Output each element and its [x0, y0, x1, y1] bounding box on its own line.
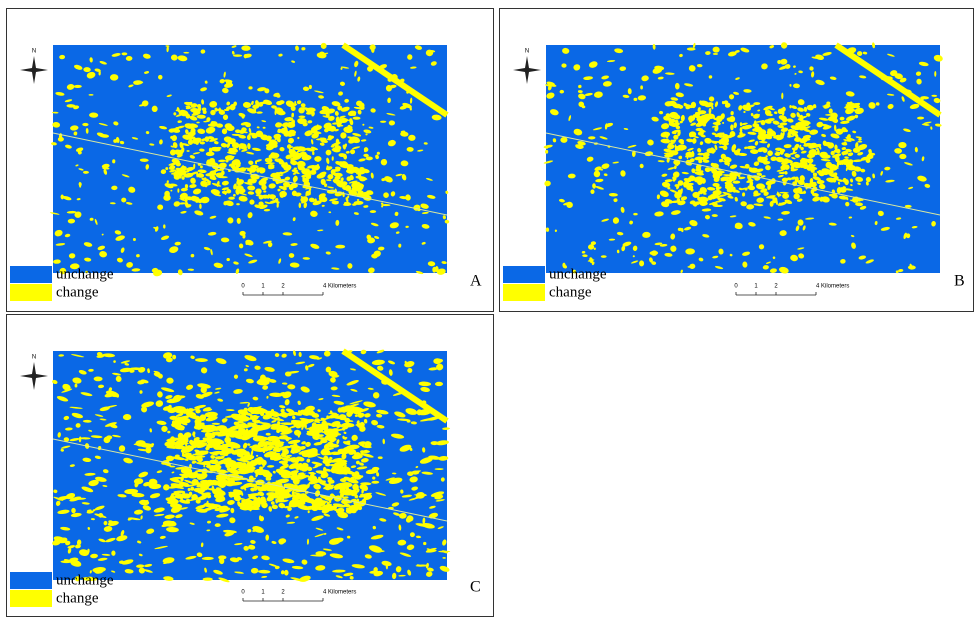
- change-patch: [794, 137, 801, 142]
- change-patch: [389, 120, 395, 125]
- legend-swatch: [503, 266, 545, 283]
- change-patch: [749, 178, 753, 183]
- legend-swatch: [10, 572, 52, 589]
- change-patch: [601, 255, 607, 258]
- north-label: N: [32, 355, 36, 361]
- legend-swatch: [10, 284, 52, 301]
- change-patch: [640, 85, 643, 89]
- change-map: [50, 43, 450, 278]
- scale-label: 4 Kilometers: [323, 590, 356, 596]
- change-patch: [222, 128, 227, 134]
- change-patch: [689, 131, 696, 137]
- change-patch: [324, 351, 331, 357]
- change-patch: [167, 431, 170, 434]
- change-patch: [259, 515, 261, 520]
- change-patch: [214, 446, 228, 450]
- panel-letter: A: [470, 273, 482, 290]
- change-patch: [262, 450, 268, 452]
- legend-swatch: [10, 590, 52, 607]
- change-map: [51, 349, 450, 583]
- change-patch: [152, 106, 158, 112]
- change-patch: [176, 162, 181, 166]
- change-patch: [230, 104, 236, 110]
- change-patch: [75, 384, 78, 388]
- change-patch: [172, 355, 176, 360]
- legend-label: unchange: [549, 266, 607, 282]
- north-label: N: [525, 49, 529, 55]
- north-label: N: [32, 49, 36, 55]
- panel-letter: C: [470, 579, 481, 596]
- change-map: [543, 42, 943, 275]
- change-patch: [119, 445, 125, 452]
- panel-letter: B: [954, 273, 965, 290]
- legend-swatch: [10, 266, 52, 283]
- change-patch: [435, 382, 443, 386]
- map-panel: Nunchangechange0124 KilometersC: [7, 315, 494, 617]
- legend-label: change: [549, 284, 592, 300]
- figure: Nunchangechange0124 KilometersANunchange…: [0, 0, 976, 619]
- map-panel: Nunchangechange0124 KilometersA: [7, 9, 494, 312]
- change-patch: [408, 135, 416, 141]
- change-patch: [177, 188, 179, 192]
- legend-swatch: [503, 284, 545, 301]
- map-panel: Nunchangechange0124 KilometersB: [500, 9, 974, 312]
- scale-label: 4 Kilometers: [816, 284, 849, 290]
- change-patch: [277, 417, 280, 420]
- change-patch: [236, 203, 240, 205]
- legend-label: unchange: [56, 266, 114, 282]
- change-patch: [423, 542, 426, 545]
- legend-label: unchange: [56, 572, 114, 588]
- change-patch: [151, 443, 154, 446]
- legend-label: change: [56, 590, 99, 606]
- change-patch: [166, 456, 174, 462]
- scale-label: 4 Kilometers: [323, 284, 356, 290]
- change-patch: [135, 440, 145, 447]
- change-patch: [203, 578, 213, 581]
- change-patch: [226, 160, 229, 162]
- change-patch: [745, 164, 750, 169]
- legend-label: change: [56, 284, 99, 300]
